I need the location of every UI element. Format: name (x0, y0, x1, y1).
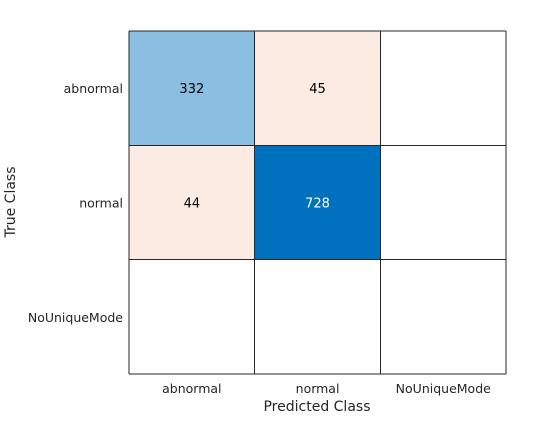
matrix-cell-normal-abnormal (129, 145, 255, 260)
column-label-NoUniqueMode: NoUniqueMode (396, 381, 491, 396)
matrix-cell-abnormal-normal (254, 31, 381, 146)
matrix-cell-abnormal-NoUniqueMode (380, 31, 507, 146)
row-label-normal: normal (79, 195, 123, 210)
y-axis-label: True Class (3, 166, 19, 238)
matrix-cell-NoUniqueMode-normal (254, 259, 381, 374)
row-label-abnormal: abnormal (64, 81, 123, 96)
gridlines-layer (128, 30, 507, 375)
cell-value-abnormal-normal: 45 (309, 82, 326, 97)
column-label-abnormal: abnormal (162, 381, 221, 396)
matrix-cell-abnormal-abnormal (129, 31, 255, 146)
cells-layer (129, 31, 507, 374)
matrix-cell-NoUniqueMode-NoUniqueMode (380, 259, 507, 374)
cell-values-layer: 332 45 44 728 (179, 82, 330, 211)
cell-value-normal-abnormal: 44 (184, 196, 201, 211)
column-labels-layer: abnormal normal NoUniqueMode (162, 381, 491, 396)
x-axis-label: Predicted Class (263, 399, 370, 415)
row-labels-layer: abnormal normal NoUniqueMode (28, 81, 123, 325)
matrix-cell-NoUniqueMode-abnormal (129, 259, 255, 374)
row-label-NoUniqueMode: NoUniqueMode (28, 310, 123, 325)
cell-value-abnormal-abnormal: 332 (179, 82, 204, 97)
cell-value-normal-normal: 728 (305, 196, 330, 211)
matrix-cell-normal-NoUniqueMode (380, 145, 507, 260)
column-label-normal: normal (296, 381, 340, 396)
matrix-cell-normal-normal (254, 145, 381, 260)
